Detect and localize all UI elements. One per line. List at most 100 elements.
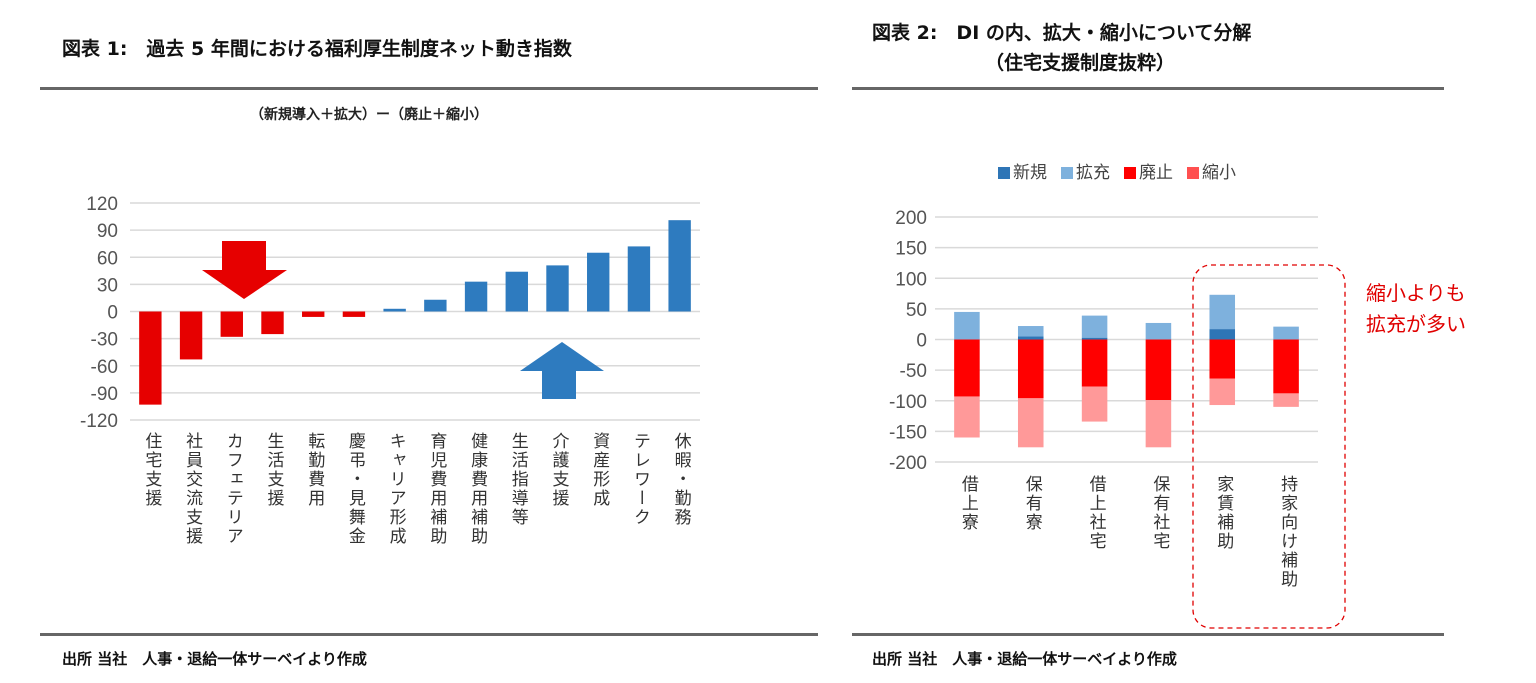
bar bbox=[261, 311, 284, 335]
bar bbox=[587, 252, 610, 312]
legend-item: 新規 bbox=[998, 158, 1047, 183]
legend-swatch bbox=[1124, 167, 1136, 179]
right-chart-title: 図表 2: DI の内、拡大・縮小について分解 bbox=[872, 22, 1252, 44]
right-chart: 200 150 100 50 0 -50 -100 -150 -200 bbox=[889, 208, 1346, 629]
down-arrow-icon bbox=[202, 241, 287, 299]
left-chart: 120 90 60 30 0 -30 -60 -90 -120 bbox=[80, 194, 700, 432]
bar bbox=[627, 246, 651, 312]
bar-segment-廃止 bbox=[1017, 339, 1044, 399]
y-tick-label: 60 bbox=[97, 248, 118, 269]
bar bbox=[220, 311, 243, 337]
bar-segment-拡充 bbox=[1145, 322, 1172, 340]
x-tick-label: 健康費用補助 bbox=[467, 432, 488, 546]
legend-label: 縮小 bbox=[1202, 163, 1236, 183]
legend-swatch bbox=[1187, 167, 1199, 179]
annotation-text: 縮小よりも 拡充が多い bbox=[1366, 278, 1466, 340]
y-tick-label: -200 bbox=[889, 453, 927, 474]
bar-segment-拡充 bbox=[1209, 294, 1236, 330]
x-tick-label: 家賃補助 bbox=[1213, 475, 1234, 551]
x-tick-label: テレワーク bbox=[629, 432, 650, 527]
bar-segment-縮小 bbox=[1081, 386, 1108, 422]
legend-item: 縮小 bbox=[1187, 158, 1236, 183]
left-chart-title: 図表 1: 過去 5 年間における福利厚生制度ネット動き指数 bbox=[62, 38, 572, 60]
bar bbox=[139, 311, 162, 405]
y-tick-label: -120 bbox=[80, 411, 118, 432]
bar bbox=[668, 220, 691, 312]
y-tick-label: 30 bbox=[97, 275, 118, 296]
legend-label: 廃止 bbox=[1139, 163, 1173, 183]
bar-segment-縮小 bbox=[1209, 378, 1236, 406]
x-tick-label: 住宅支援 bbox=[141, 432, 162, 508]
bar bbox=[302, 311, 325, 317]
left-chart-subtitle: （新規導入＋拡大）ー（廃止＋縮小） bbox=[250, 107, 488, 123]
bar-segment-廃止 bbox=[1145, 339, 1172, 401]
right-top-rule bbox=[852, 87, 1444, 90]
x-tick-label: 資産形成 bbox=[589, 432, 610, 508]
bar-segment-拡充 bbox=[1017, 326, 1044, 337]
x-tick-label: 慶弔・見舞金 bbox=[344, 432, 365, 546]
y-tick-label: 90 bbox=[97, 221, 118, 242]
bar-segment-廃止 bbox=[1273, 339, 1299, 394]
x-tick-label: 介護支援 bbox=[548, 432, 569, 508]
bar bbox=[424, 299, 447, 312]
y-tick-label: 120 bbox=[86, 194, 118, 215]
legend-item: 廃止 bbox=[1124, 158, 1173, 183]
bar-segment-拡充 bbox=[1081, 315, 1108, 338]
bar-segment-縮小 bbox=[1017, 398, 1044, 448]
x-tick-label: 保有社宅 bbox=[1149, 475, 1170, 551]
legend: 新規 拡充 廃止 縮小 bbox=[998, 158, 1236, 183]
x-tick-label: 借上寮 bbox=[957, 475, 978, 532]
x-tick-label: 生活支援 bbox=[263, 432, 284, 508]
right-footer: 出所 当社 人事・退給一体サーベイより作成 bbox=[872, 650, 1177, 668]
x-tick-label: 社員交流支援 bbox=[182, 432, 203, 546]
x-tick-label: 転勤費用 bbox=[304, 432, 325, 508]
x-tick-label: 持家向け補助 bbox=[1277, 475, 1298, 589]
right-chart-title-2: （住宅支援制度抜粋） bbox=[985, 52, 1176, 74]
annotation-line-1: 縮小よりも bbox=[1366, 281, 1466, 305]
x-tick-label: 休暇・勤務 bbox=[670, 432, 691, 527]
bar-segment-廃止 bbox=[1209, 339, 1236, 379]
bar bbox=[464, 281, 488, 312]
x-tick-label: 借上社宅 bbox=[1085, 475, 1106, 551]
x-tick-label: 育児費用補助 bbox=[426, 432, 447, 546]
bar bbox=[342, 311, 366, 317]
left-footer: 出所 当社 人事・退給一体サーベイより作成 bbox=[62, 650, 367, 668]
x-tick-label: キャリア形成 bbox=[385, 432, 406, 546]
legend-label: 拡充 bbox=[1076, 163, 1110, 183]
y-tick-label: -100 bbox=[889, 392, 927, 413]
right-bottom-rule bbox=[852, 633, 1444, 636]
bar-segment-廃止 bbox=[1081, 339, 1108, 387]
bar-segment-新規 bbox=[1081, 337, 1108, 340]
y-tick-label: 0 bbox=[107, 303, 118, 324]
legend-swatch bbox=[998, 167, 1010, 179]
bar-segment-縮小 bbox=[954, 396, 980, 438]
y-tick-label: -50 bbox=[900, 361, 927, 382]
bar bbox=[383, 308, 406, 312]
left-top-rule bbox=[40, 87, 818, 90]
y-tick-label: 50 bbox=[906, 300, 927, 321]
y-tick-label: 150 bbox=[895, 239, 927, 260]
bar-segment-拡充 bbox=[954, 311, 980, 340]
y-tick-label: -30 bbox=[91, 330, 118, 351]
annotation-line-2: 拡充が多い bbox=[1366, 312, 1466, 336]
bar-segment-新規 bbox=[1209, 329, 1236, 340]
x-tick-label: 保有寮 bbox=[1021, 475, 1042, 532]
bar bbox=[505, 271, 528, 312]
bar-segment-新規 bbox=[1017, 336, 1044, 340]
bar bbox=[179, 311, 203, 360]
y-tick-label: -150 bbox=[889, 422, 927, 443]
bar-segment-縮小 bbox=[1145, 400, 1172, 448]
legend-label: 新規 bbox=[1013, 163, 1047, 183]
highlight-box bbox=[1192, 264, 1346, 629]
y-tick-label: -60 bbox=[91, 357, 118, 378]
bar-segment-拡充 bbox=[1273, 326, 1299, 340]
left-bottom-rule bbox=[40, 633, 818, 636]
bar-segment-縮小 bbox=[1273, 393, 1299, 407]
y-tick-label: -90 bbox=[91, 384, 118, 405]
bar bbox=[546, 265, 569, 312]
up-arrow-icon bbox=[520, 342, 604, 399]
y-tick-label: 100 bbox=[895, 269, 927, 290]
x-tick-label: 生活指導等 bbox=[507, 432, 528, 527]
x-tick-label: カフェテリア bbox=[222, 432, 243, 546]
